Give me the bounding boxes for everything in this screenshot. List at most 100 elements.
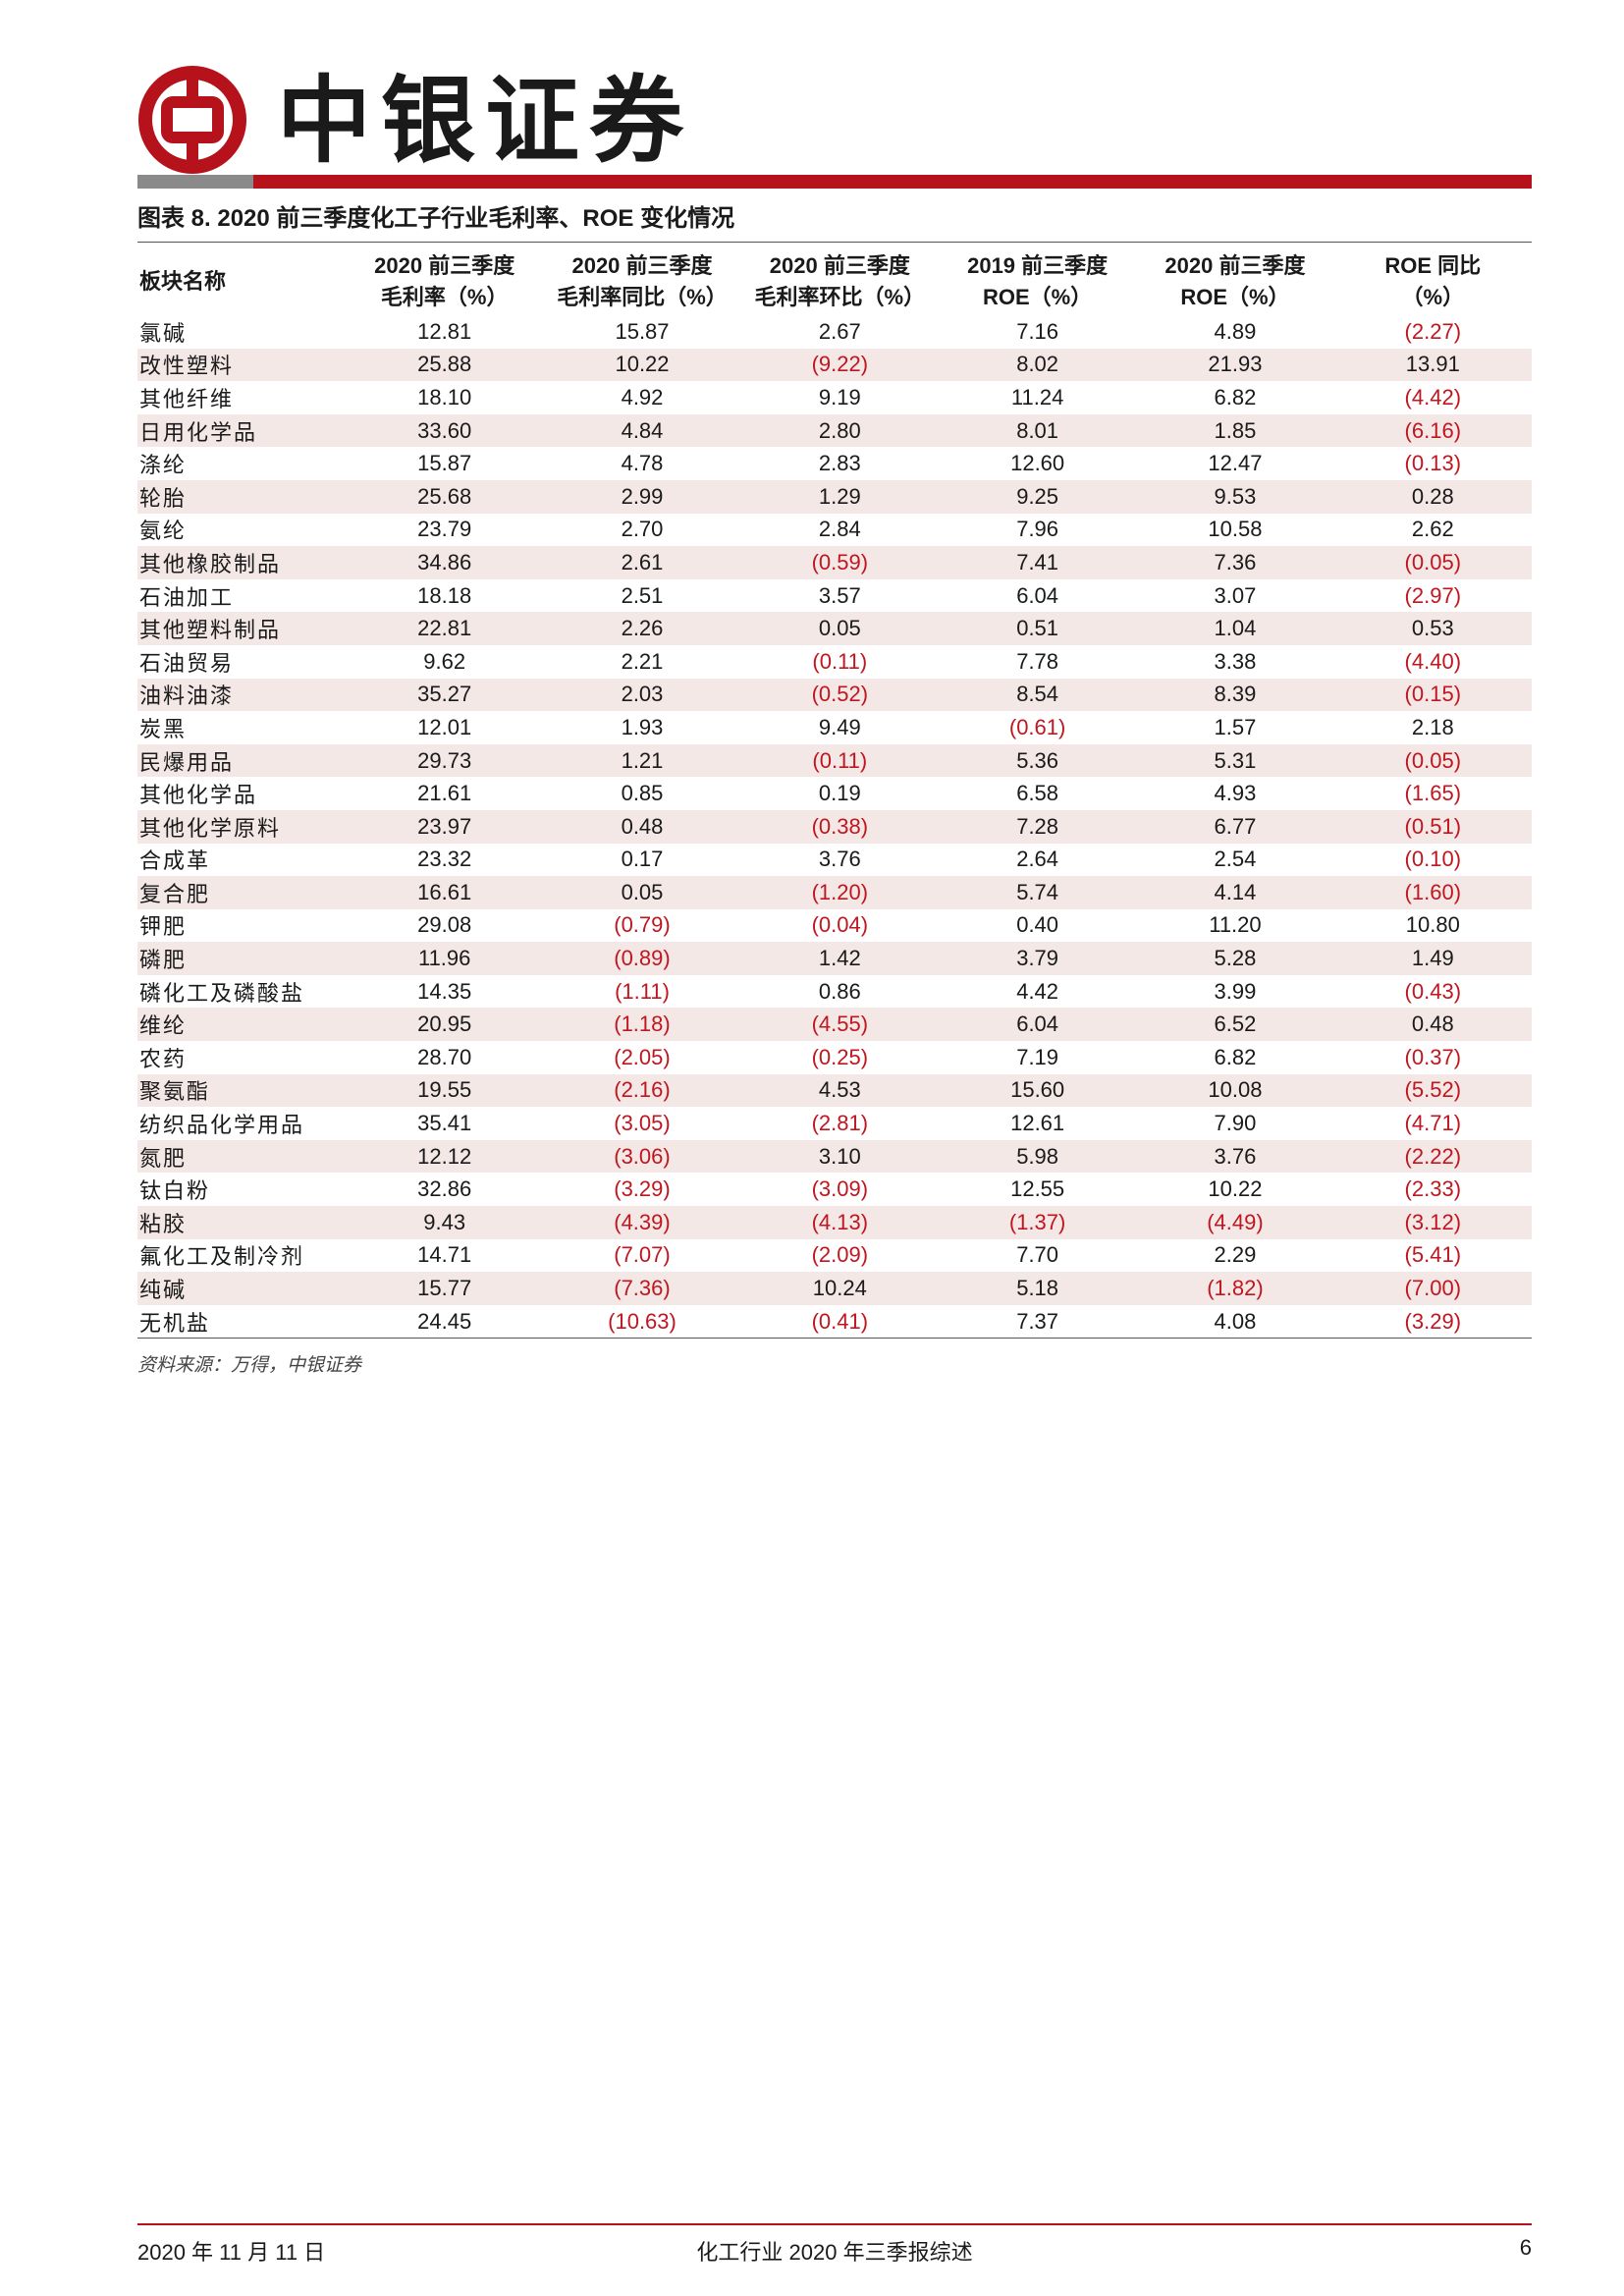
value-cell: 32.86: [417, 1176, 472, 1202]
header-col-1: 2020 前三季度 毛利率（%）: [374, 253, 515, 309]
value-cell: 8.01: [938, 413, 1137, 448]
header-col-4: 2019 前三季度 ROE（%）: [967, 253, 1109, 309]
value-cell: 0.51: [938, 612, 1137, 645]
value-cell: 1.49: [1333, 942, 1532, 975]
value-cell: 7.28: [938, 809, 1137, 844]
value-cell: 12.12: [346, 1139, 544, 1174]
value-cell: 4.08: [1214, 1308, 1257, 1334]
table-row: 涤纶 15.87 4.78 2.83 12.60 12.47 (0.13): [137, 447, 1532, 480]
value-cell: 0.19: [818, 781, 861, 806]
sector-name-cell: 合成革: [139, 849, 211, 875]
sector-name-cell: 聚氨酯: [137, 1073, 347, 1108]
value-cell: 5.31: [1136, 743, 1334, 778]
table-row: 合成革 23.32 0.17 3.76 2.64 2.54 (0.10): [137, 844, 1532, 877]
value-cell: 24.45: [417, 1308, 472, 1334]
value-cell: 0.05: [740, 612, 939, 645]
sector-name-cell: 其他橡胶制品: [137, 546, 347, 579]
value-cell: (6.16): [1333, 413, 1532, 448]
value-cell: 4.14: [1136, 876, 1334, 909]
value-cell: 34.86: [346, 546, 544, 579]
value-cell: 15.87: [417, 451, 472, 476]
table-row: 磷肥 11.96 (0.89) 1.42 3.79 5.28 1.49: [137, 942, 1532, 975]
value-cell: 9.53: [1136, 479, 1334, 514]
value-cell: 5.74: [938, 876, 1137, 909]
value-cell: (3.06): [543, 1139, 741, 1174]
table-row: 民爆用品 29.73 1.21 (0.11) 5.36 5.31 (0.05): [137, 743, 1532, 778]
header-col-2: 2020 前三季度 毛利率同比（%）: [557, 253, 728, 309]
value-cell: 18.18: [417, 582, 472, 608]
value-cell: 12.60: [1010, 451, 1065, 476]
value-cell: 7.96: [1016, 517, 1059, 542]
value-cell: 7.37: [1016, 1308, 1059, 1334]
value-cell: 2.03: [543, 678, 741, 712]
value-cell: 5.18: [938, 1272, 1137, 1305]
value-cell: 6.04: [1016, 582, 1059, 608]
value-cell: 6.82: [1214, 384, 1257, 410]
value-cell: 10.24: [740, 1272, 939, 1305]
value-cell: 25.68: [346, 479, 544, 514]
value-cell: 1.29: [740, 479, 939, 514]
bank-of-china-logo-icon: [138, 66, 246, 174]
value-cell: 15.60: [938, 1073, 1137, 1108]
value-cell: 6.77: [1136, 809, 1334, 844]
value-cell: 2.67: [818, 318, 861, 344]
table-row: 纯碱 15.77 (7.36) 10.24 5.18 (1.82) (7.00): [137, 1272, 1532, 1305]
value-cell: 6.04: [938, 1008, 1137, 1042]
value-cell: (5.41): [1404, 1242, 1462, 1268]
value-cell: (2.33): [1404, 1176, 1462, 1202]
value-cell: 6.58: [1016, 781, 1059, 806]
value-cell: (0.52): [740, 678, 939, 712]
footer-rule: [137, 2223, 1532, 2225]
value-cell: (0.89): [543, 942, 741, 975]
table-row: 磷化工及磷酸盐 14.35 (1.11) 0.86 4.42 3.99 (0.43): [137, 975, 1532, 1009]
sector-name-cell: 民爆用品: [137, 743, 347, 778]
value-cell: (1.20): [740, 876, 939, 909]
value-cell: 35.41: [417, 1111, 472, 1136]
value-cell: 3.38: [1214, 648, 1257, 674]
value-cell: 7.78: [1016, 648, 1059, 674]
value-cell: 4.89: [1214, 318, 1257, 344]
value-cell: 2.62: [1411, 517, 1454, 542]
value-cell: 5.36: [938, 743, 1137, 778]
value-cell: 4.42: [1016, 978, 1059, 1004]
table-row: 油料油漆 35.27 2.03 (0.52) 8.54 8.39 (0.15): [137, 678, 1532, 712]
table-row: 聚氨酯 19.55 (2.16) 4.53 15.60 10.08 (5.52): [137, 1073, 1532, 1108]
value-cell: 11.96: [346, 942, 544, 975]
value-cell: (0.05): [1333, 546, 1532, 579]
value-cell: 0.85: [621, 781, 664, 806]
sector-name-cell: 纺织品化学用品: [139, 1114, 305, 1139]
table-body: 氯碱 12.81 15.87 2.67 7.16 4.89 (2.27) 改性塑料 25.88 1…: [137, 315, 1532, 1338]
value-cell: (0.38): [740, 809, 939, 844]
sector-name-cell: 石油贸易: [139, 651, 235, 677]
header-col-6: ROE 同比 （%）: [1384, 253, 1482, 309]
sector-name-cell: 氟化工及制冷剂: [139, 1245, 305, 1271]
value-cell: 9.25: [938, 479, 1137, 514]
value-cell: (0.41): [811, 1308, 869, 1334]
header-col-3: 2020 前三季度 毛利率环比（%）: [754, 253, 926, 309]
sector-name-cell: 其他纤维: [139, 387, 235, 412]
table-row: 轮胎 25.68 2.99 1.29 9.25 9.53 0.28: [137, 479, 1532, 514]
value-cell: (10.63): [608, 1308, 677, 1334]
data-table: 板块名称 2020 前三季度 毛利率（%） 2020 前三季度 毛利率同比（%） 2020…: [137, 248, 1532, 1338]
brand-name: 中银证券: [277, 65, 693, 176]
value-cell: 2.54: [1214, 847, 1257, 872]
table-row: 其他纤维 18.10 4.92 9.19 11.24 6.82 (4.42): [137, 381, 1532, 414]
value-cell: 23.79: [417, 517, 472, 542]
table-row: 石油贸易 9.62 2.21 (0.11) 7.78 3.38 (4.40): [137, 645, 1532, 679]
header-bar: [137, 175, 1532, 189]
value-cell: 10.08: [1136, 1073, 1334, 1108]
table-row: 钛白粉 32.86 (3.29) (3.09) 12.55 10.22 (2.33): [137, 1173, 1532, 1206]
table-row: 钾肥 29.08 (0.79) (0.04) 0.40 11.20 10.80: [137, 909, 1532, 943]
value-cell: 2.80: [740, 413, 939, 448]
value-cell: 2.70: [621, 517, 664, 542]
value-cell: 3.99: [1214, 978, 1257, 1004]
value-cell: 2.29: [1214, 1242, 1257, 1268]
value-cell: 2.26: [543, 612, 741, 645]
value-cell: 2.99: [543, 479, 741, 514]
value-cell: 0.05: [543, 876, 741, 909]
value-cell: 18.10: [417, 384, 472, 410]
sector-name-cell: 日用化学品: [137, 413, 347, 448]
value-cell: 0.86: [818, 978, 861, 1004]
value-cell: 7.41: [938, 546, 1137, 579]
value-cell: 9.19: [818, 384, 861, 410]
